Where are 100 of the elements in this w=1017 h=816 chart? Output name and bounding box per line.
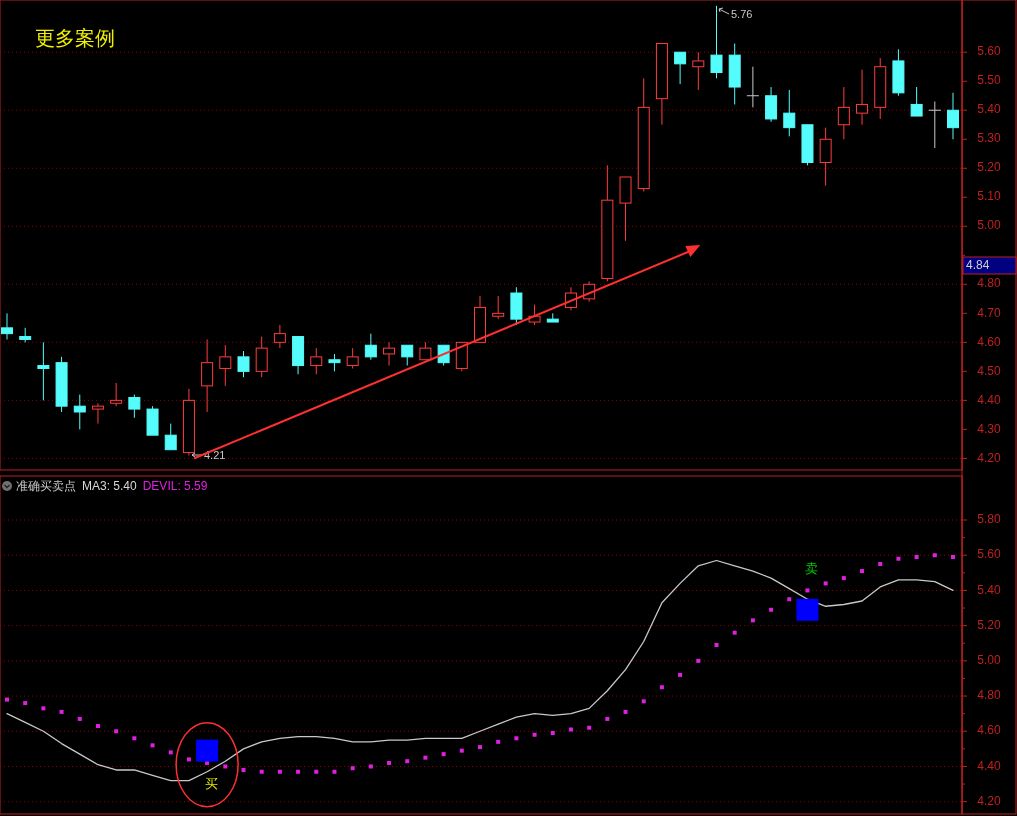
point bbox=[150, 743, 155, 748]
data-label: 卖 bbox=[804, 561, 818, 577]
point bbox=[277, 769, 282, 774]
point bbox=[951, 554, 955, 559]
point bbox=[259, 769, 264, 774]
y-tick-label: 5.30 bbox=[977, 131, 1001, 146]
y-tick-label: 5.60 bbox=[977, 44, 1001, 59]
point bbox=[350, 766, 355, 771]
point bbox=[823, 581, 828, 586]
y-tick-label: 5.40 bbox=[977, 582, 1001, 597]
point bbox=[532, 732, 537, 737]
point bbox=[196, 739, 219, 762]
candlestick bbox=[765, 86, 778, 123]
point bbox=[605, 716, 610, 721]
candlestick bbox=[182, 388, 195, 456]
point bbox=[514, 736, 519, 741]
point bbox=[769, 607, 774, 612]
y-tick-label: 4.40 bbox=[977, 392, 1001, 407]
y-tick-label: 5.00 bbox=[977, 653, 1001, 668]
y-tick-label: 5.10 bbox=[977, 189, 1001, 204]
point bbox=[796, 598, 819, 621]
y-tick-label: 4.70 bbox=[977, 305, 1001, 320]
data-label: 买 bbox=[204, 776, 218, 792]
y-tick-label: 4.30 bbox=[977, 421, 1001, 436]
point bbox=[168, 750, 173, 755]
candlestick bbox=[746, 66, 760, 108]
candlestick bbox=[383, 341, 396, 367]
point bbox=[841, 576, 846, 581]
point bbox=[568, 727, 573, 732]
candlestick bbox=[91, 402, 104, 425]
candlestick bbox=[892, 48, 905, 97]
point bbox=[441, 752, 446, 757]
y-tick-label: 4.40 bbox=[977, 758, 1001, 773]
y-tick-label: 5.40 bbox=[977, 102, 1001, 117]
point bbox=[587, 725, 592, 730]
candlestick bbox=[273, 324, 286, 349]
point bbox=[41, 706, 46, 711]
point bbox=[750, 618, 755, 623]
point bbox=[714, 643, 719, 647]
candlestick bbox=[37, 341, 50, 401]
point bbox=[496, 739, 501, 744]
point bbox=[423, 755, 428, 760]
point bbox=[223, 764, 228, 769]
y-tick-label: 4.80 bbox=[977, 276, 1001, 291]
chart-title: 准确买卖点 bbox=[16, 479, 76, 493]
y-tick-label: 5.00 bbox=[977, 218, 1001, 233]
y-tick-label: 5.60 bbox=[977, 547, 1001, 562]
point bbox=[878, 562, 883, 567]
y-tick-label: 5.50 bbox=[977, 73, 1001, 88]
text: 4.84 bbox=[966, 258, 990, 273]
point bbox=[23, 701, 28, 706]
point bbox=[659, 685, 664, 690]
point bbox=[641, 699, 646, 704]
candlestick bbox=[856, 69, 869, 126]
y-tick-label: 5.80 bbox=[977, 512, 1001, 527]
y-tick-label: 4.80 bbox=[977, 688, 1001, 703]
point bbox=[296, 769, 301, 774]
point bbox=[623, 709, 628, 714]
candlestick bbox=[201, 338, 214, 413]
point bbox=[932, 553, 937, 558]
point bbox=[896, 556, 901, 561]
point bbox=[241, 767, 246, 772]
point bbox=[314, 769, 319, 774]
y-tick-label: 4.60 bbox=[977, 334, 1001, 349]
point bbox=[478, 745, 482, 750]
point bbox=[550, 731, 555, 736]
candlestick bbox=[819, 127, 832, 187]
point bbox=[678, 672, 683, 677]
point bbox=[405, 759, 410, 764]
point bbox=[5, 697, 9, 702]
y-tick-label: 4.50 bbox=[977, 363, 1001, 378]
point bbox=[95, 723, 100, 728]
point bbox=[368, 764, 373, 769]
point bbox=[860, 569, 865, 574]
point bbox=[77, 716, 82, 721]
y-tick-label: 5.20 bbox=[977, 617, 1001, 632]
point bbox=[459, 748, 464, 753]
point bbox=[787, 597, 792, 602]
candlestick bbox=[837, 86, 850, 140]
annotation: 5.76 bbox=[731, 7, 753, 20]
annotation: 更多案例 bbox=[35, 27, 115, 49]
point bbox=[387, 760, 392, 765]
point bbox=[914, 554, 919, 559]
text: DEVIL: 5.59 bbox=[142, 479, 208, 493]
point bbox=[732, 630, 737, 635]
candlestick bbox=[947, 92, 959, 140]
text: MA3: 5.40 bbox=[82, 479, 138, 493]
y-tick-label: 4.20 bbox=[977, 450, 1001, 465]
point bbox=[114, 729, 119, 734]
candlestick bbox=[1, 312, 13, 340]
point bbox=[332, 769, 337, 774]
y-tick-label: 5.20 bbox=[977, 160, 1001, 175]
candlestick bbox=[73, 394, 86, 430]
candlestick bbox=[219, 344, 232, 387]
point bbox=[805, 588, 810, 593]
y-tick-label: 4.20 bbox=[977, 793, 1001, 808]
y-tick-label: 4.60 bbox=[977, 723, 1001, 738]
point bbox=[59, 709, 64, 714]
point bbox=[132, 736, 137, 741]
point bbox=[696, 658, 701, 663]
